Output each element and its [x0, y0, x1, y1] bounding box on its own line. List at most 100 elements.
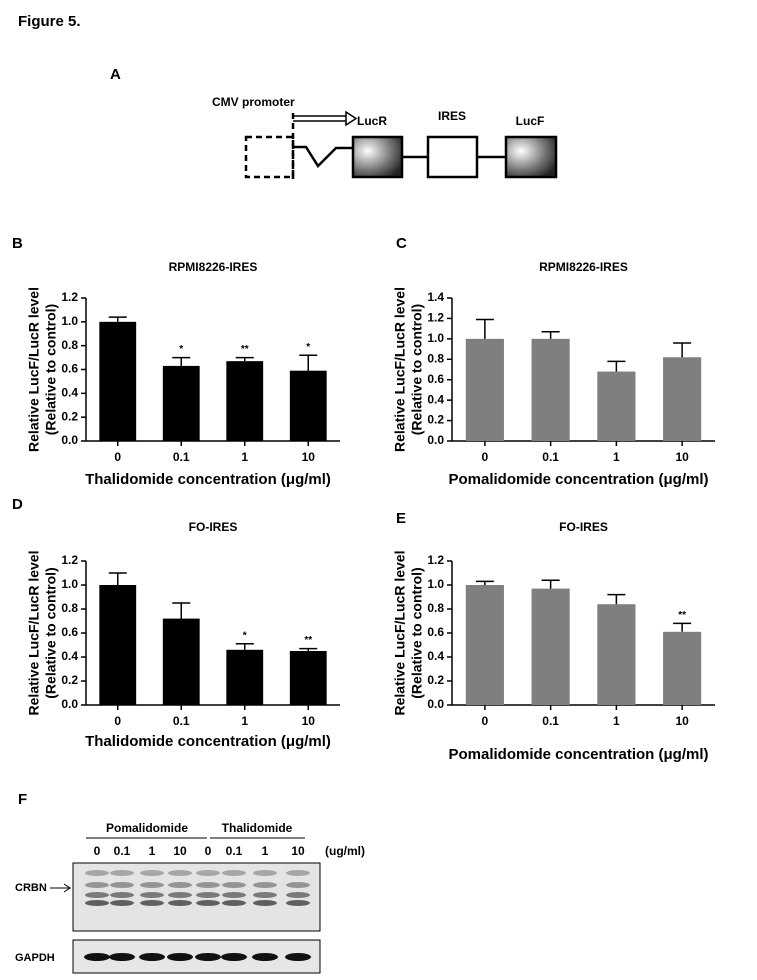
lane-label: 0: [94, 844, 101, 858]
bar: [465, 338, 504, 441]
error-bar: [475, 580, 494, 585]
significance-label: **: [241, 344, 249, 355]
error-bar: [475, 318, 494, 339]
figure-title: Figure 5.: [18, 13, 81, 30]
error-bar: [108, 316, 127, 322]
x-tick-label: 1: [241, 450, 248, 464]
y-tick-label: 0.2: [61, 673, 78, 687]
y-axis-label: Relative LucF/LucR level: [392, 551, 408, 716]
blot-band: [110, 882, 134, 888]
row-arrow: [50, 883, 71, 893]
bar: [531, 588, 570, 705]
blot-band: [222, 882, 246, 888]
blot-band: [252, 953, 278, 961]
construct-diagram: [244, 110, 506, 182]
blot-band: [222, 900, 246, 906]
significance-label: *: [306, 342, 310, 353]
bar: [597, 604, 636, 705]
bar: [289, 370, 327, 441]
y-tick-label: 0.0: [61, 433, 78, 447]
lane-label: 0.1: [226, 844, 243, 858]
y-tick-label: 0.6: [427, 625, 444, 639]
lucr-box: [351, 135, 404, 179]
bar: [162, 618, 200, 705]
x-tick-label: 10: [302, 450, 316, 464]
blot-band: [195, 953, 221, 961]
x-axis-label: Thalidomide concentration (μg/ml): [85, 733, 331, 750]
bar: [465, 585, 504, 705]
error-bar: [541, 579, 560, 589]
y-tick-label: 0.6: [61, 625, 78, 639]
blot-band: [85, 892, 109, 898]
blot-band: [140, 882, 164, 888]
element-label: IRES: [438, 109, 466, 123]
lane-label: 10: [291, 844, 305, 858]
error-bar: [607, 360, 626, 372]
y-axis-label: (Relative to control): [409, 567, 425, 698]
chart-title: FO-IRES: [559, 520, 608, 534]
y-tick-label: 0.4: [427, 392, 444, 406]
chart-title: RPMI8226-IRES: [539, 260, 628, 274]
x-tick-label: 1: [613, 450, 620, 464]
lane-label: 10: [173, 844, 187, 858]
y-tick-label: 0.0: [61, 697, 78, 711]
significance-label: *: [179, 344, 183, 355]
blot-band: [286, 882, 310, 888]
x-axis-label: Pomalidomide concentration (μg/ml): [448, 746, 708, 763]
error-bar: [172, 602, 191, 619]
unit-label: (ug/ml): [325, 844, 365, 858]
element-label: LucF: [516, 114, 545, 128]
lane-label: 0: [205, 844, 212, 858]
bar: [226, 361, 264, 441]
x-tick-label: 0: [482, 714, 489, 728]
y-tick-label: 0.2: [427, 673, 444, 687]
row-label: GAPDH: [15, 952, 55, 964]
blot-band: [286, 900, 310, 906]
blot-band: [140, 900, 164, 906]
significance-label: *: [243, 630, 247, 641]
panel-label: B: [12, 235, 23, 252]
bar: [99, 585, 137, 705]
chart-title: RPMI8226-IRES: [169, 260, 258, 274]
x-tick-label: 10: [675, 450, 689, 464]
x-tick-label: 0.1: [173, 450, 190, 464]
panel-label: D: [12, 496, 23, 513]
panel-label: E: [396, 510, 406, 527]
y-tick-label: 0.8: [427, 351, 444, 365]
blot-band: [286, 892, 310, 898]
y-tick-label: 0.8: [61, 601, 78, 615]
blot-band: [110, 900, 134, 906]
y-tick-label: 1.2: [427, 311, 444, 325]
y-tick-label: 1.0: [427, 577, 444, 591]
error-bar: [172, 356, 191, 366]
y-tick-label: 1.0: [61, 314, 78, 328]
significance-label: **: [678, 610, 686, 621]
bar: [162, 365, 200, 441]
y-axis-label: (Relative to control): [43, 567, 59, 698]
panel-label: A: [110, 66, 121, 83]
lane-label: 1: [149, 844, 156, 858]
y-axis-label: Relative LucF/LucR level: [26, 551, 42, 716]
x-tick-label: 0: [114, 714, 121, 728]
y-tick-label: 0.6: [61, 362, 78, 376]
x-tick-label: 0.1: [542, 714, 559, 728]
blot-band: [140, 870, 164, 876]
y-tick-label: 1.0: [61, 577, 78, 591]
group-label: Pomalidomide: [106, 821, 188, 835]
group-label: Thalidomide: [222, 821, 293, 835]
blot-band: [222, 870, 246, 876]
blot-band: [168, 900, 192, 906]
blot-band: [85, 870, 109, 876]
blot-band: [222, 892, 246, 898]
chart-title: FO-IRES: [189, 520, 238, 534]
error-bar: [607, 593, 626, 605]
x-tick-label: 1: [613, 714, 620, 728]
bar: [597, 371, 636, 441]
element-label: LucR: [357, 114, 387, 128]
blot-band: [253, 870, 277, 876]
blot-band: [168, 892, 192, 898]
y-tick-label: 1.4: [427, 290, 444, 304]
blot-band: [286, 870, 310, 876]
y-tick-label: 1.0: [427, 331, 444, 345]
